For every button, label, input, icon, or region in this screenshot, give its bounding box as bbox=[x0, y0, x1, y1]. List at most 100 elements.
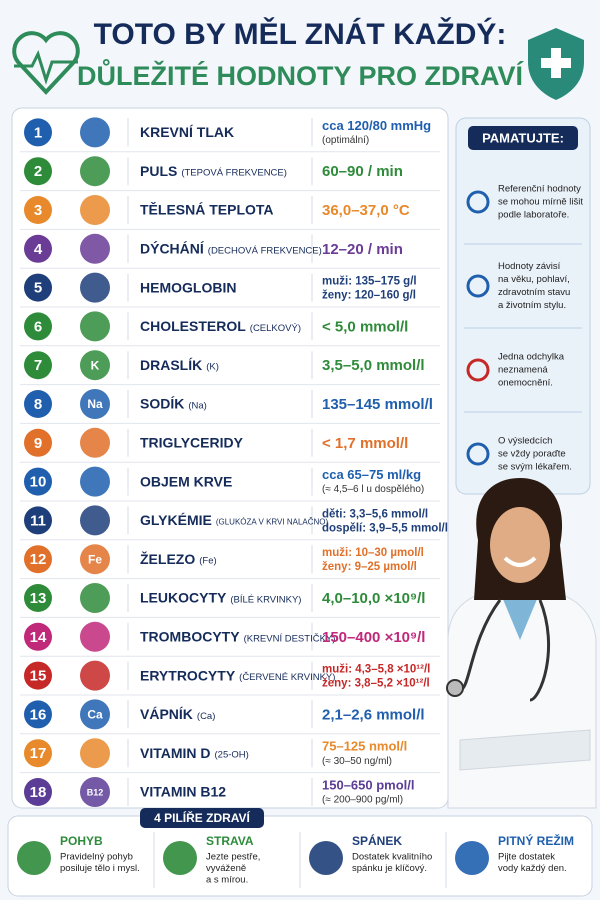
row-value: 4,0–10,0 ×10⁹/l bbox=[322, 590, 425, 607]
row-note: (KREVNÍ DESTIČKY) bbox=[244, 633, 336, 644]
pillar-name: SPÁNEK bbox=[352, 833, 402, 848]
icon-label: Ca bbox=[87, 708, 103, 722]
pillar-text: Dostatek kvalitního bbox=[352, 852, 432, 863]
row-label: DRASLÍK bbox=[140, 357, 202, 373]
note-icon bbox=[466, 358, 490, 382]
number-badge bbox=[24, 700, 52, 729]
row-label: KREVNÍ TLAK bbox=[140, 124, 234, 140]
row-value: < 5,0 mmol/l bbox=[322, 318, 408, 335]
sidebar-title-badge bbox=[468, 126, 578, 150]
row-icon bbox=[80, 544, 110, 575]
row-label: PULS bbox=[140, 163, 177, 179]
pillar-icon bbox=[17, 841, 51, 875]
row-label: VÁPNÍK bbox=[140, 706, 193, 722]
row-value: 150–650 pmol/l bbox=[322, 777, 415, 792]
row-icon bbox=[80, 777, 110, 807]
number-badge bbox=[24, 273, 52, 302]
number-badge bbox=[24, 351, 52, 380]
row-note: (ČERVENÉ KRVINKY) bbox=[239, 672, 335, 683]
pillar-icon bbox=[455, 841, 489, 875]
row-value: cca 65–75 ml/kg bbox=[322, 467, 421, 482]
pillar-icon bbox=[309, 841, 343, 875]
row-number: 12 bbox=[30, 551, 47, 568]
row-note: (DECHOVÁ FREKVENCE) bbox=[208, 245, 322, 256]
number-badge bbox=[24, 234, 52, 263]
shield-icon bbox=[528, 28, 584, 100]
row-label: LEUKOCYTY bbox=[140, 590, 227, 606]
note-text: na věku, pohlaví, bbox=[498, 274, 570, 285]
number-badge bbox=[24, 622, 52, 651]
note-icon bbox=[466, 442, 490, 466]
row-number: 3 bbox=[34, 202, 42, 219]
row-value: ženy: 3,8–5,2 ×10¹²/l bbox=[322, 678, 430, 690]
note-text: Jedna odchylka bbox=[498, 352, 565, 363]
row-icon bbox=[80, 350, 110, 381]
row-value: muži: 135–175 g/l bbox=[322, 276, 417, 288]
row-icon bbox=[80, 233, 110, 264]
pillar-name: POHYB bbox=[60, 834, 103, 848]
note-text: podle laboratoře. bbox=[498, 210, 569, 221]
note-text: Referenční hodnoty bbox=[498, 184, 581, 195]
footer-title-badge bbox=[140, 808, 264, 828]
icon-label: K bbox=[91, 358, 100, 372]
row-note: (Ca) bbox=[197, 711, 215, 722]
row-label: CHOLESTEROL bbox=[140, 318, 246, 334]
row-note: (K) bbox=[206, 362, 219, 373]
row-label: OBJEM KRVE bbox=[140, 473, 232, 489]
pillar-icon bbox=[163, 841, 197, 875]
row-note: (CELKOVÝ) bbox=[250, 323, 301, 334]
row-number: 2 bbox=[34, 163, 42, 180]
row-label: GLYKÉMIE bbox=[140, 512, 212, 528]
number-badge bbox=[24, 196, 52, 224]
note-text: se mohou mírně lišit bbox=[498, 197, 583, 208]
row-number: 1 bbox=[34, 124, 42, 141]
pillar-text: spánku je klíčový. bbox=[352, 863, 427, 874]
row-value: 36,0–37,0 °C bbox=[322, 202, 410, 219]
row-number: 10 bbox=[30, 474, 47, 491]
sidebar-title: PAMATUJTE: bbox=[482, 130, 564, 145]
note-text: O výsledcích bbox=[498, 436, 552, 447]
row-value: 135–145 mmol/l bbox=[322, 396, 433, 413]
row-number: 15 bbox=[30, 668, 47, 685]
number-badge bbox=[24, 661, 52, 690]
row-value: muži: 10–30 µmol/l bbox=[322, 547, 424, 559]
pillar-text: vody každý den. bbox=[498, 863, 567, 874]
note-text: onemocnění. bbox=[498, 378, 553, 389]
pillar-text: posiluje tělo i mysl. bbox=[60, 863, 140, 874]
row-value: 12–20 / min bbox=[322, 241, 403, 258]
row-icon bbox=[80, 466, 110, 497]
value-note: (≈ 200–900 pg/ml) bbox=[322, 795, 403, 806]
row-icon bbox=[80, 505, 110, 536]
row-label: ŽELEZO bbox=[140, 550, 195, 567]
pillar-text: Jezte pestře, bbox=[206, 852, 260, 863]
row-number: 16 bbox=[30, 706, 47, 723]
row-icon bbox=[80, 427, 110, 458]
footer-title: 4 PILÍŘE ZDRAVÍ bbox=[154, 810, 250, 825]
value-note: (≈ 4,5–6 l u dospělého) bbox=[322, 484, 424, 495]
row-note: (BÍLÉ KRVINKY) bbox=[230, 595, 301, 606]
note-text: se vždy poraďte bbox=[498, 449, 566, 460]
note-text: se svým lékařem. bbox=[498, 462, 572, 473]
row-icon bbox=[80, 311, 110, 342]
row-icon bbox=[80, 621, 110, 652]
row-note: (TEPOVÁ FREKVENCE) bbox=[181, 168, 287, 179]
number-badge bbox=[24, 428, 52, 457]
icon-label: B12 bbox=[87, 787, 104, 797]
row-icon bbox=[80, 660, 110, 691]
note-icon bbox=[466, 190, 490, 214]
row-label: TĚLESNÁ TEPLOTA bbox=[140, 201, 274, 218]
row-value: 150–400 ×10⁹/l bbox=[322, 629, 425, 646]
number-badge bbox=[24, 157, 52, 186]
number-badge bbox=[24, 467, 52, 496]
number-badge bbox=[24, 390, 52, 418]
heart-icon bbox=[12, 31, 80, 95]
row-icon bbox=[80, 583, 110, 613]
doctor-illustration bbox=[446, 478, 597, 809]
number-badge bbox=[24, 739, 52, 768]
note-text: a životním stylu. bbox=[498, 300, 566, 311]
icon-label: Fe bbox=[88, 552, 102, 566]
row-icon bbox=[80, 738, 110, 769]
number-badge bbox=[24, 584, 52, 612]
row-number: 17 bbox=[30, 745, 47, 762]
